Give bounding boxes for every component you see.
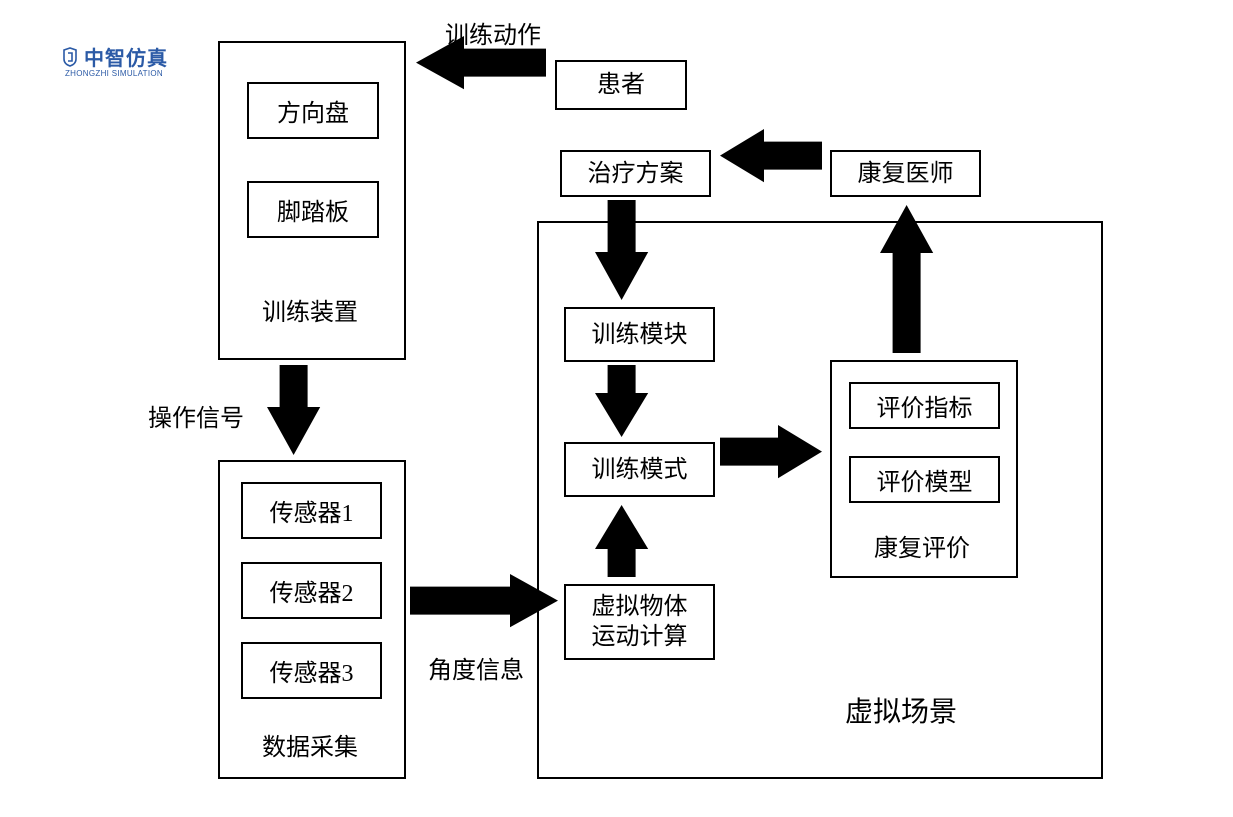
node-training-mode: 训练模式 — [564, 442, 715, 497]
arrow-mode-to-eval — [720, 425, 822, 478]
training-device-title: 训练装置 — [262, 292, 358, 327]
logo: 中智仿真ZHONGZHI SIMULATION — [60, 42, 168, 78]
arrow-module-to-mode — [595, 365, 648, 437]
node-patient: 患者 — [555, 60, 687, 110]
node-rehab-doctor: 康复医师 — [830, 150, 981, 197]
rehab-eval-title: 康复评价 — [874, 528, 970, 563]
label-angle-info: 角度信息 — [428, 650, 524, 685]
arrow-device-to-acquisition — [267, 365, 320, 455]
arrow-plan-to-module — [595, 200, 648, 300]
label-training-action: 训练动作 — [445, 15, 541, 50]
sensor-1: 传感器1 — [241, 482, 382, 539]
sensor-2: 传感器2 — [241, 562, 382, 619]
logo-icon — [60, 47, 80, 67]
node-treatment-plan: 治疗方案 — [560, 150, 711, 197]
node-training-module: 训练模块 — [564, 307, 715, 362]
foot-pedal: 脚踏板 — [247, 181, 379, 238]
label-operation-signal: 操作信号 — [148, 398, 244, 433]
steering-wheel: 方向盘 — [247, 82, 379, 139]
eval-model: 评价模型 — [849, 456, 1000, 503]
arrow-doctor-to-plan — [720, 129, 822, 182]
arrow-eval-to-doctor — [880, 205, 933, 353]
diagram-canvas: 中智仿真ZHONGZHI SIMULATION 方向盘脚踏板训练装置传感器1 传感器… — [0, 0, 1233, 817]
arrow-acquisition-to-motion — [410, 574, 558, 627]
sensor-3: 传感器3 — [241, 642, 382, 699]
virtual-scene-container — [537, 221, 1103, 779]
node-virtual-motion: 虚拟物体 运动计算 — [564, 584, 715, 660]
label-virtual-scene: 虚拟场景 — [845, 690, 957, 730]
arrow-motion-to-mode — [595, 505, 648, 577]
eval-indicator: 评价指标 — [849, 382, 1000, 429]
data-acquisition-title: 数据采集 — [262, 727, 358, 762]
logo-subtext: ZHONGZHI SIMULATION — [60, 69, 168, 78]
logo-text: 中智仿真 — [84, 42, 168, 71]
